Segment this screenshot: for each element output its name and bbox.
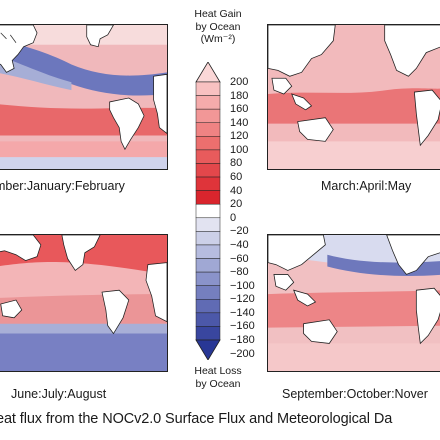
south-america xyxy=(101,289,130,335)
southern-band xyxy=(268,141,440,169)
australia xyxy=(0,299,23,319)
map-panel-jja xyxy=(0,234,168,372)
colorbar-segment xyxy=(195,136,221,151)
colorbar-tick-label: −100 xyxy=(230,279,255,292)
colorbar-tick-label: −180 xyxy=(230,334,255,346)
colorbar-bottom-line2: by Ocean xyxy=(195,377,241,390)
colorbar-segment xyxy=(195,122,221,137)
colorbar-tick-label: 80 xyxy=(230,157,243,170)
colorbar-segment xyxy=(195,163,221,178)
colorbar-top-line1: Heat Gain xyxy=(194,8,242,20)
south-america xyxy=(413,89,440,147)
heat-gain-zone xyxy=(268,290,440,328)
colorbar-bottom-line1: Heat Loss xyxy=(194,365,242,377)
africa xyxy=(145,262,167,323)
colorbar-segment xyxy=(195,312,221,327)
colorbar-tick-label: −120 xyxy=(230,293,255,306)
colorbar-segment xyxy=(195,149,221,164)
season-label-mam: March:April:May xyxy=(321,179,412,193)
greenland xyxy=(86,25,114,48)
colorbar-ticks: 200 180 160 140 120 100 80 60 40 20 0 −20 −40 −60 −80−… xyxy=(224,60,272,360)
colorbar-segment xyxy=(195,108,221,123)
colorbar-tick-label: −160 xyxy=(230,320,255,333)
season-label-jja: June:July:August xyxy=(11,387,107,401)
map-djf xyxy=(0,25,167,169)
colorbar-min-triangle xyxy=(195,339,221,360)
map-son xyxy=(268,235,440,371)
colorbar-segment xyxy=(195,326,221,341)
indonesia xyxy=(291,93,313,111)
colorbar-segment xyxy=(195,176,221,191)
colorbar-tick-label: 60 xyxy=(230,171,243,184)
heat-loss-zone xyxy=(0,39,167,96)
north-america xyxy=(384,25,440,77)
colorbar-segment xyxy=(195,285,221,300)
colorbar-top-line2: by Ocean xyxy=(195,20,241,33)
colorbar-tick-label: −60 xyxy=(230,252,249,265)
map-panel-djf xyxy=(0,24,168,170)
colorbar-segment xyxy=(195,258,221,273)
southern-band xyxy=(268,343,440,371)
north-america xyxy=(0,25,38,73)
colorbar-tick-label: 160 xyxy=(230,103,249,116)
colorbar-tick-label: 200 xyxy=(230,76,249,88)
indonesia xyxy=(293,289,317,307)
colorbar-tick-label: 180 xyxy=(230,89,249,102)
colorbar-tick-label: −20 xyxy=(230,225,249,238)
colorbar-segment xyxy=(195,217,221,232)
coast-detail xyxy=(0,32,17,43)
colorbar-tick-label: −80 xyxy=(230,266,249,279)
heat-loss-edge xyxy=(0,56,72,91)
north-america xyxy=(61,235,101,272)
map-jja xyxy=(0,235,167,371)
south-america xyxy=(109,97,145,151)
colorbar-tick-label: 20 xyxy=(230,198,243,211)
map-mam xyxy=(268,25,440,169)
tropics-band xyxy=(0,294,167,326)
heat-gain-zone xyxy=(268,88,440,124)
colorbar-top-title: Heat Gain by Ocean (Wm⁻²) xyxy=(183,8,253,46)
colorbar-tick-label: −200 xyxy=(230,347,255,360)
colorbar-bottom-title: Heat Loss by Ocean xyxy=(183,365,253,390)
map-panel-mam xyxy=(267,24,440,170)
south-america xyxy=(415,287,440,345)
colorbar-tick-label: 0 xyxy=(230,211,237,224)
africa xyxy=(153,73,167,134)
map-panel-son xyxy=(267,234,440,372)
season-label-son: September:October:Nover xyxy=(282,387,428,401)
colorbar-segment xyxy=(195,190,221,205)
colorbar-tick-label: 120 xyxy=(230,130,249,143)
colorbar-tick-label: 140 xyxy=(230,116,249,129)
heat-loss-south xyxy=(0,329,167,371)
figure-caption: eat flux from the NOCv2.0 Surface Flux a… xyxy=(0,411,393,427)
southern-loss xyxy=(0,157,167,169)
colorbar xyxy=(195,62,221,360)
colorbar-tick-label: −40 xyxy=(230,238,249,251)
eurasia xyxy=(268,25,336,77)
colorbar-units: (Wm⁻²) xyxy=(200,33,236,45)
colorbar-tick-label: −140 xyxy=(230,306,255,319)
india xyxy=(273,274,295,291)
australia xyxy=(303,319,338,344)
ocean-band-north xyxy=(0,25,167,45)
colorbar-segment xyxy=(195,244,221,259)
colorbar-segment xyxy=(195,231,221,246)
australia xyxy=(297,117,334,142)
colorbar-tick-label: 100 xyxy=(230,143,249,156)
colorbar-segment xyxy=(195,81,221,96)
colorbar-max-triangle xyxy=(195,62,221,83)
colorbar-segment xyxy=(195,95,221,110)
eurasia xyxy=(268,235,326,271)
season-label-djf: ember:January:February xyxy=(0,179,125,193)
colorbar-tick-label: 40 xyxy=(230,184,243,197)
colorbar-segment xyxy=(195,271,221,286)
india xyxy=(271,77,293,95)
colorbar-segment xyxy=(195,203,221,219)
heat-loss-edge xyxy=(0,323,167,334)
colorbar-segment xyxy=(195,299,221,314)
asia xyxy=(0,235,42,262)
north-america xyxy=(386,235,440,275)
